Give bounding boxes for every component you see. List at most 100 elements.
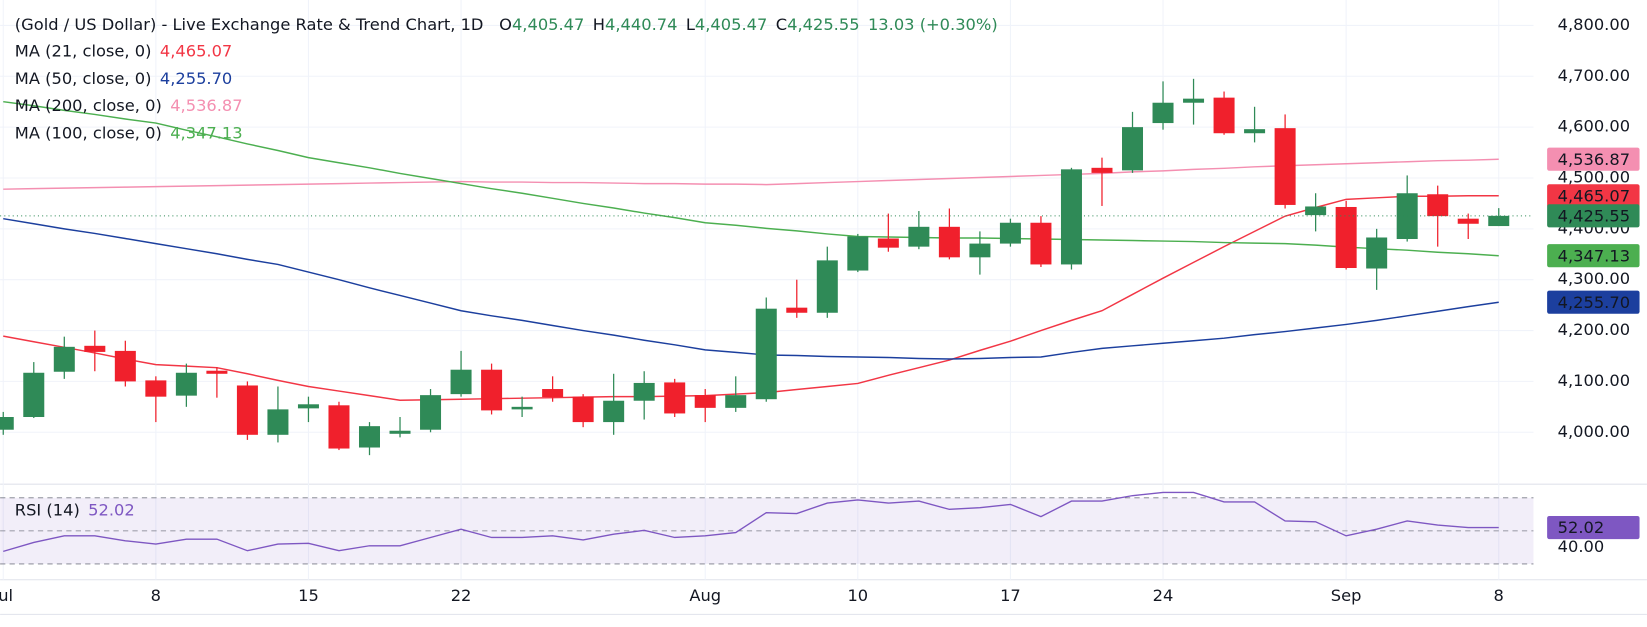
candle-body — [511, 406, 533, 410]
candle-body — [206, 370, 228, 374]
grid — [0, 0, 1534, 580]
price-box — [1547, 290, 1640, 314]
rsi-box-label: 52.02 — [1558, 518, 1605, 537]
candle-body — [542, 389, 564, 398]
x-tick-label: 22 — [451, 586, 472, 605]
candle-body — [297, 404, 319, 409]
candle-body — [175, 372, 197, 396]
ma-legend: MA (50, close, 0) 4,255.70 — [15, 68, 232, 87]
ma-name: MA (21, close, 0) — [15, 41, 152, 60]
candle-body — [23, 372, 45, 418]
y-tick-label: 4,000.00 — [1558, 422, 1630, 441]
moving-average-line — [3, 158, 1499, 190]
x-tick-label: 15 — [298, 586, 319, 605]
candle-body — [1213, 97, 1235, 134]
candle-body — [694, 395, 716, 408]
ohlc-label: O — [499, 15, 512, 34]
price-box-label: 4,465.07 — [1558, 186, 1630, 205]
ohlc-value: 4,405.47 — [512, 15, 584, 34]
candle-body — [1060, 169, 1082, 265]
change: 13.03 (+0.30%) — [868, 15, 998, 34]
price-box — [1547, 147, 1640, 171]
candle-body — [1244, 129, 1266, 134]
ohlc-label: C — [776, 15, 787, 34]
header: (Gold / US Dollar) - Live Exchange Rate … — [15, 15, 998, 34]
candle-body — [53, 346, 75, 372]
candle-body — [725, 395, 747, 408]
ohlc-value: 4,425.55 — [787, 15, 859, 34]
candle-body — [420, 395, 442, 430]
moving-average-line — [3, 100, 1499, 257]
ohlc-value: 4,405.47 — [695, 15, 767, 34]
price-box-label: 4,536.87 — [1558, 150, 1630, 169]
rsi-name: RSI (14) — [15, 500, 80, 519]
ma-value: 4,465.07 — [160, 41, 232, 60]
legend: (Gold / US Dollar) - Live Exchange Rate … — [15, 15, 998, 519]
x-tick-label: 8 — [1494, 586, 1504, 605]
candle-body — [1396, 193, 1418, 240]
x-tick-label: 24 — [1153, 586, 1174, 605]
candle-body — [1305, 206, 1327, 216]
ma-legend: MA (200, close, 0) 4,536.87 — [15, 96, 243, 115]
price-box — [1547, 184, 1640, 208]
rsi-legend: RSI (14) 52.02 — [15, 500, 135, 519]
plot — [0, 78, 1534, 553]
x-tick-label: 8 — [151, 586, 161, 605]
x-tick-label: Jul — [0, 586, 13, 605]
y-tick-label: 4,300.00 — [1558, 269, 1630, 288]
ohlc-label: L — [686, 15, 695, 34]
rsi-tick-label: 40.00 — [1558, 537, 1605, 556]
candle-body — [1335, 206, 1357, 269]
rsi-line — [3, 491, 1499, 553]
y-tick-label: 4,700.00 — [1558, 66, 1630, 85]
candle-body — [969, 243, 991, 258]
candle-body — [1274, 128, 1296, 205]
y-tick-label: 4,800.00 — [1558, 15, 1630, 34]
ma-value: 4,255.70 — [160, 68, 232, 87]
candle-body — [603, 400, 625, 423]
price-axis: 4,000.004,100.004,200.004,300.004,400.00… — [1547, 15, 1640, 556]
ohlc-value: 4,440.74 — [605, 15, 677, 34]
candle-body — [572, 396, 594, 423]
candle-body — [786, 307, 808, 313]
candle-body — [1488, 215, 1510, 227]
x-tick-label: 17 — [1000, 586, 1021, 605]
candle-body — [0, 417, 14, 430]
price-box — [1547, 204, 1640, 228]
candle-body — [84, 345, 106, 352]
rsi-value: 52.02 — [88, 500, 135, 519]
candle-body — [450, 369, 472, 395]
ma-name: MA (50, close, 0) — [15, 68, 152, 87]
candle-body — [999, 222, 1021, 244]
y-tick-label: 4,200.00 — [1558, 320, 1630, 339]
price-box — [1547, 244, 1640, 268]
candle-body — [1183, 98, 1205, 103]
ma-legend: MA (100, close, 0) 4,347.13 — [15, 123, 243, 142]
candle-body — [328, 405, 350, 449]
candle-body — [755, 308, 777, 400]
moving-average-line — [3, 195, 1499, 401]
candle-body — [481, 369, 503, 411]
price-box-label: 4,425.55 — [1558, 206, 1630, 225]
candle-body — [1457, 218, 1479, 224]
candle-body — [236, 385, 258, 435]
y-tick-label: 4,600.00 — [1558, 117, 1630, 136]
ma-legend: MA (21, close, 0) 4,465.07 — [15, 41, 232, 60]
candle-body — [816, 260, 838, 313]
rsi-box — [1547, 515, 1640, 540]
candle-body — [1152, 102, 1174, 124]
candle-body — [1091, 167, 1113, 173]
ma-value: 4,536.87 — [170, 96, 242, 115]
candle-body — [114, 350, 136, 382]
y-tick-label: 4,100.00 — [1558, 371, 1630, 390]
candle-body — [267, 409, 289, 435]
candle-body — [1427, 194, 1449, 217]
candle-body — [847, 236, 869, 271]
x-tick-label: 10 — [847, 586, 868, 605]
candle-body — [633, 382, 655, 401]
candle-body — [1366, 237, 1388, 269]
price-box-label: 4,347.13 — [1558, 246, 1630, 265]
candle-body — [877, 238, 899, 248]
